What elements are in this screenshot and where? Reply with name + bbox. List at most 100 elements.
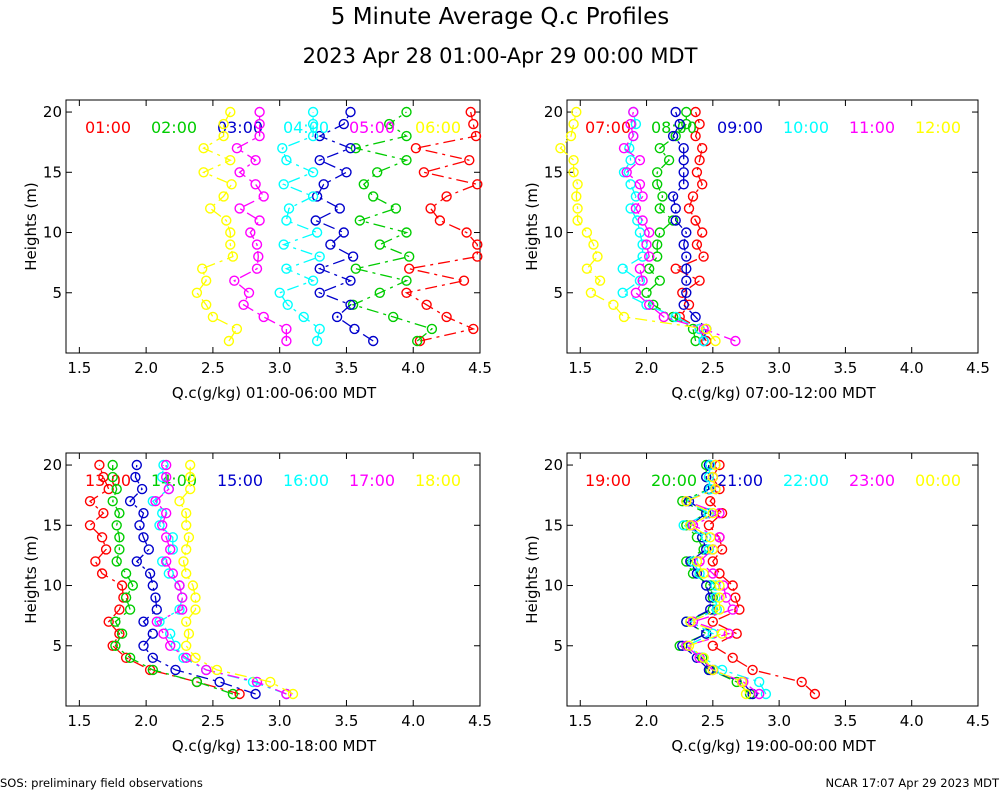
data-point: [98, 508, 109, 519]
data-point: [657, 191, 668, 202]
data-point: [107, 640, 118, 651]
data-point: [158, 459, 169, 471]
data-point: [701, 628, 712, 639]
data-point: [345, 106, 356, 118]
legend-label-15:00: 15:00: [217, 471, 263, 490]
legend-label-06:00: 06:00: [415, 118, 461, 137]
x-tick-label: 1.5: [568, 712, 592, 730]
data-point: [681, 275, 692, 286]
legend-label-19:00: 19:00: [585, 471, 631, 490]
data-point: [714, 580, 725, 591]
legend-label-05:00: 05:00: [349, 118, 395, 137]
data-point: [654, 203, 665, 214]
data-point: [714, 604, 725, 615]
data-point: [307, 130, 319, 142]
data-point: [472, 179, 483, 190]
data-point: [124, 652, 136, 663]
data-point: [154, 520, 165, 531]
data-point: [670, 215, 681, 226]
x-tick-label: 2.5: [201, 359, 225, 377]
data-point: [311, 335, 323, 347]
data-point: [150, 592, 161, 603]
data-point: [652, 167, 663, 178]
series-line-01:00: [404, 111, 480, 342]
data-point: [258, 311, 269, 323]
data-point: [694, 154, 705, 166]
data-point: [727, 652, 738, 663]
data-point: [617, 287, 628, 298]
data-point: [176, 604, 188, 615]
footer-note: SOS: preliminary field observations: [0, 776, 203, 790]
data-point: [641, 287, 652, 298]
data-point: [150, 496, 161, 507]
data-point: [678, 239, 689, 250]
data-point: [425, 203, 436, 214]
data-point: [167, 568, 179, 579]
data-point: [221, 215, 232, 226]
data-point: [678, 154, 689, 166]
y-tick-label: 20: [544, 456, 563, 474]
data-point: [200, 664, 212, 676]
y-tick-label: 20: [43, 103, 62, 121]
x-tick-label: 2.0: [635, 712, 659, 730]
legend-label-00:00: 00:00: [915, 471, 961, 490]
data-point: [180, 640, 192, 651]
legend-label-10:00: 10:00: [783, 118, 829, 137]
data-point: [180, 544, 192, 555]
data-point: [654, 142, 665, 154]
data-point: [678, 167, 689, 178]
x-axis-label: Q.c(g/kg) 13:00-18:00 MDT: [172, 737, 377, 755]
data-point: [190, 592, 201, 603]
data-point: [307, 118, 319, 130]
series-line-20:00: [678, 465, 751, 695]
data-point: [754, 688, 765, 700]
data-point: [131, 556, 143, 567]
plot-frame: [566, 452, 979, 707]
series-line-14:00: [111, 465, 234, 695]
data-point: [183, 628, 195, 639]
series-line-13:00: [88, 464, 240, 695]
data-point: [200, 299, 212, 310]
data-point: [401, 287, 412, 298]
data-point: [138, 616, 149, 627]
data-point: [727, 580, 738, 591]
figure-subtitle: 2023 Apr 28 01:00-Apr 29 00:00 MDT: [302, 44, 698, 68]
data-point: [410, 142, 422, 154]
data-point: [147, 628, 159, 639]
data-point: [568, 167, 579, 178]
data-point: [158, 628, 169, 639]
x-tick-label: 3.5: [335, 359, 359, 377]
data-point: [698, 568, 709, 579]
data-point: [107, 496, 118, 507]
data-point: [103, 483, 114, 495]
data-point: [418, 167, 430, 178]
data-point: [687, 323, 699, 335]
data-point: [384, 118, 395, 130]
x-axis-label: Q.c(g/kg) 07:00-12:00 MDT: [671, 384, 876, 402]
data-point: [637, 251, 648, 262]
data-point: [160, 508, 172, 519]
y-tick-label: 20: [544, 103, 563, 121]
data-point: [697, 227, 708, 238]
data-point: [164, 640, 176, 651]
data-point: [124, 496, 136, 507]
x-tick-label: 4.0: [401, 712, 425, 730]
data-point: [114, 532, 125, 543]
data-point: [281, 688, 292, 700]
series-line-23:00: [684, 464, 760, 695]
data-point: [314, 287, 325, 298]
data-point: [374, 287, 385, 298]
data-point: [253, 251, 264, 262]
data-point: [345, 275, 356, 286]
x-tick-label: 1.5: [67, 712, 91, 730]
data-point: [350, 263, 361, 274]
data-point: [118, 592, 129, 603]
data-point: [401, 227, 412, 238]
data-point: [652, 239, 663, 250]
data-point: [697, 179, 708, 190]
data-point: [282, 299, 293, 310]
data-point: [705, 496, 716, 507]
data-point: [555, 142, 566, 154]
data-point: [809, 688, 821, 700]
